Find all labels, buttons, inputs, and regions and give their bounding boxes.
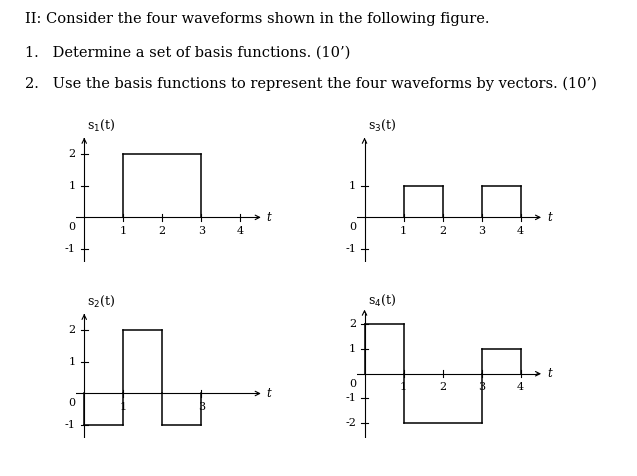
Text: 0: 0 [69,398,76,408]
Text: 4: 4 [237,226,244,236]
Text: 2: 2 [349,319,356,329]
Text: 0: 0 [349,222,356,232]
Text: 2: 2 [439,382,446,392]
Text: 3: 3 [197,226,205,236]
Text: s$_3$(t): s$_3$(t) [368,118,396,133]
Text: 1: 1 [69,357,76,367]
Text: 1: 1 [400,382,407,392]
Text: 1.   Determine a set of basis functions. (10’): 1. Determine a set of basis functions. (… [25,45,351,59]
Text: II: Consider the four waveforms shown in the following figure.: II: Consider the four waveforms shown in… [25,12,490,26]
Text: 1: 1 [349,180,356,191]
Text: t: t [267,211,271,224]
Text: 3: 3 [478,382,485,392]
Text: 4: 4 [517,226,524,236]
Text: 1: 1 [349,344,356,354]
Text: 2: 2 [69,149,76,159]
Text: 1: 1 [120,402,127,412]
Text: -2: -2 [345,418,356,428]
Text: s$_4$(t): s$_4$(t) [368,293,396,308]
Text: 2: 2 [439,226,446,236]
Text: 3: 3 [197,402,205,412]
Text: 1: 1 [120,226,127,236]
Text: 0: 0 [69,222,76,232]
Text: s$_1$(t): s$_1$(t) [87,118,116,133]
Text: 4: 4 [517,382,524,392]
Text: 2: 2 [69,325,76,335]
Text: -1: -1 [345,394,356,404]
Text: t: t [267,387,271,400]
Text: -1: -1 [65,244,76,254]
Text: t: t [547,367,552,380]
Text: 3: 3 [478,226,485,236]
Text: -1: -1 [65,420,76,430]
Text: 1: 1 [69,180,76,191]
Text: 2.   Use the basis functions to represent the four waveforms by vectors. (10’): 2. Use the basis functions to represent … [25,76,598,90]
Text: -1: -1 [345,244,356,254]
Text: 0: 0 [349,379,356,389]
Text: t: t [547,211,552,224]
Text: 1: 1 [400,226,407,236]
Text: s$_2$(t): s$_2$(t) [87,294,116,309]
Text: 2: 2 [159,226,166,236]
